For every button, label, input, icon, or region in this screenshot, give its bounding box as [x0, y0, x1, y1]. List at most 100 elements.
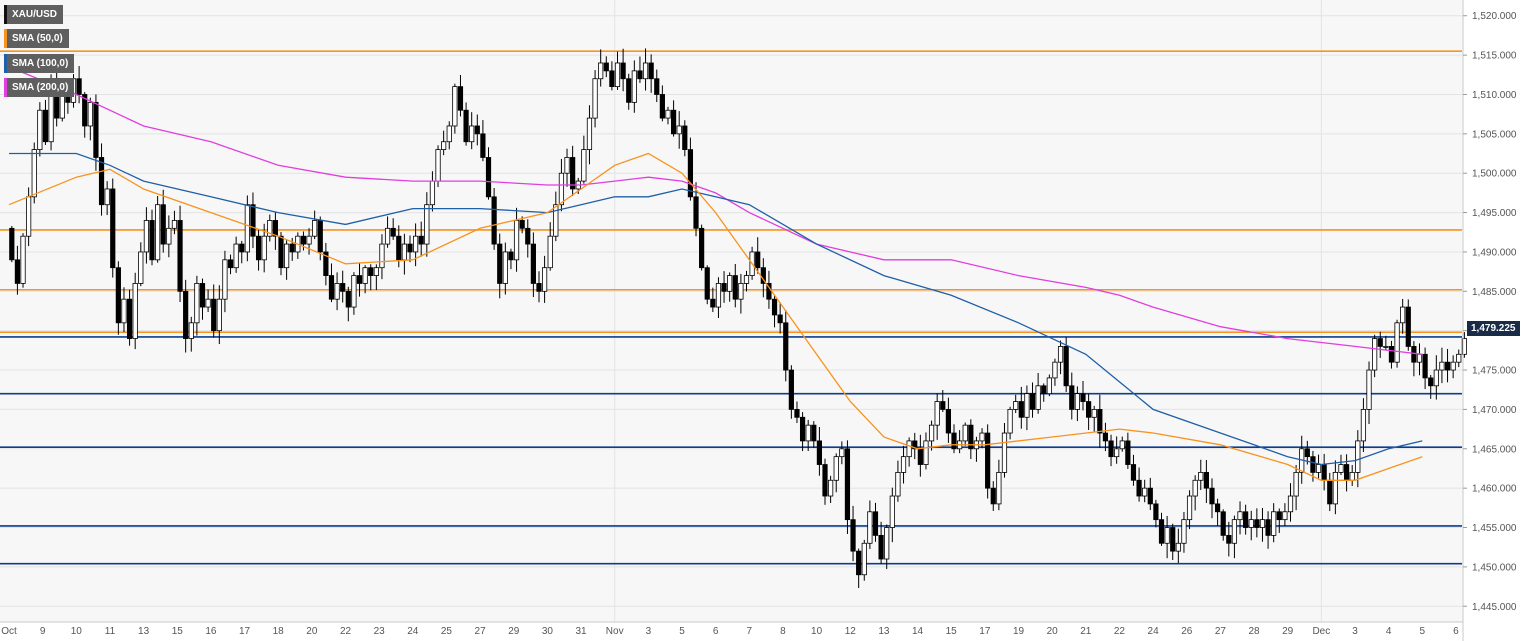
candle-body	[676, 125, 682, 135]
candle-body	[26, 196, 32, 237]
x-tick-label: 29	[508, 626, 520, 637]
candle-body	[384, 227, 391, 245]
candle-body	[491, 196, 497, 245]
candle-body	[1254, 519, 1260, 528]
candle-body	[452, 86, 458, 127]
candle-body	[771, 298, 778, 316]
candle-body	[1315, 464, 1322, 473]
candle-body	[1130, 464, 1137, 481]
candle-body	[334, 283, 340, 300]
candle-body	[1153, 503, 1159, 521]
candle-body	[1097, 409, 1103, 434]
candle-body	[1349, 472, 1355, 481]
candle-body	[340, 283, 346, 292]
candle-body	[323, 251, 329, 276]
candle-body	[1416, 353, 1423, 363]
candle-body	[631, 70, 637, 103]
candle-body	[1147, 487, 1153, 505]
legend-label: XAU/USD	[12, 9, 58, 20]
candle-body	[98, 157, 105, 206]
x-tick-label: 13	[138, 626, 150, 637]
x-tick-label: 11	[105, 626, 116, 637]
candle-body	[396, 235, 402, 261]
candle-body	[233, 243, 239, 269]
legend-sma50[interactable]: SMA (50,0)	[4, 29, 69, 48]
candle-body	[547, 235, 553, 269]
candle-body	[1052, 361, 1058, 379]
candle-body	[250, 204, 256, 237]
legend-sma200[interactable]: SMA (200,0)	[4, 78, 75, 97]
candle-body	[222, 259, 228, 300]
y-tick-label: 1,515.000	[1472, 51, 1517, 62]
candle-body	[160, 204, 166, 245]
candle-body	[979, 432, 985, 442]
candle-body	[659, 94, 665, 119]
candle-body	[872, 511, 879, 536]
candle-body	[261, 235, 267, 261]
candle-body	[603, 62, 609, 72]
candle-body	[1248, 519, 1254, 528]
candle-body	[553, 204, 559, 237]
y-tick-label: 1,490.000	[1472, 247, 1517, 258]
candle-body	[138, 251, 144, 284]
x-tick-label: 10	[71, 626, 83, 637]
candle-body	[390, 227, 396, 237]
y-tick-label: 1,465.000	[1472, 444, 1517, 455]
candle-body	[9, 227, 15, 261]
candle-body	[82, 94, 88, 127]
x-tick-label: 5	[679, 626, 685, 637]
candle-body	[328, 275, 335, 300]
candle-body	[1108, 440, 1114, 458]
candle-body	[1366, 369, 1372, 410]
candle-body	[278, 235, 284, 269]
candle-body	[525, 227, 531, 245]
candle-body	[614, 62, 621, 88]
candle-body	[693, 196, 699, 229]
candle-body	[788, 369, 794, 410]
x-tick-label: 3	[646, 626, 652, 637]
candle-body	[183, 290, 189, 339]
candle-body	[211, 298, 217, 332]
candle-body	[620, 62, 626, 80]
candle-body	[945, 409, 951, 434]
candle-body	[940, 401, 946, 410]
candle-body	[87, 101, 93, 127]
candle-body	[76, 78, 82, 95]
candle-body	[1114, 448, 1120, 458]
candle-body	[1209, 487, 1215, 505]
x-tick-label: 31	[575, 626, 587, 637]
x-tick-label: 26	[1181, 626, 1193, 637]
candle-body	[850, 519, 856, 552]
x-tick-label: 30	[542, 626, 554, 637]
candle-body	[799, 416, 806, 442]
candle-body	[856, 550, 862, 576]
x-tick-label: 17	[979, 626, 991, 637]
candle-body	[155, 204, 161, 261]
candle-body	[844, 448, 851, 521]
candle-body	[1422, 353, 1428, 379]
legend-xauusd[interactable]: XAU/USD	[4, 5, 64, 24]
candle-body	[996, 472, 1002, 505]
candle-body	[362, 267, 368, 284]
candle-body	[1377, 338, 1383, 347]
candle-body	[1282, 511, 1288, 521]
candle-body	[1226, 534, 1232, 544]
x-tick-label: 14	[912, 626, 924, 637]
candle-body	[1372, 338, 1378, 371]
candle-body	[665, 109, 671, 119]
x-tick-label: 4	[1386, 626, 1392, 637]
legend-sma100[interactable]: SMA (100,0)	[4, 54, 75, 73]
candle-body	[1074, 393, 1080, 410]
candle-body	[20, 235, 26, 284]
legend-label: SMA (50,0)	[12, 33, 63, 44]
x-tick-label: 24	[407, 626, 419, 637]
candle-body	[14, 259, 21, 284]
candle-body	[586, 117, 593, 150]
candle-body	[906, 440, 912, 458]
candle-body	[37, 109, 43, 150]
candle-body	[239, 243, 245, 253]
y-tick-label: 1,445.000	[1472, 602, 1517, 613]
candle-body	[1080, 393, 1086, 402]
legend-swatch-sma50	[4, 29, 7, 48]
